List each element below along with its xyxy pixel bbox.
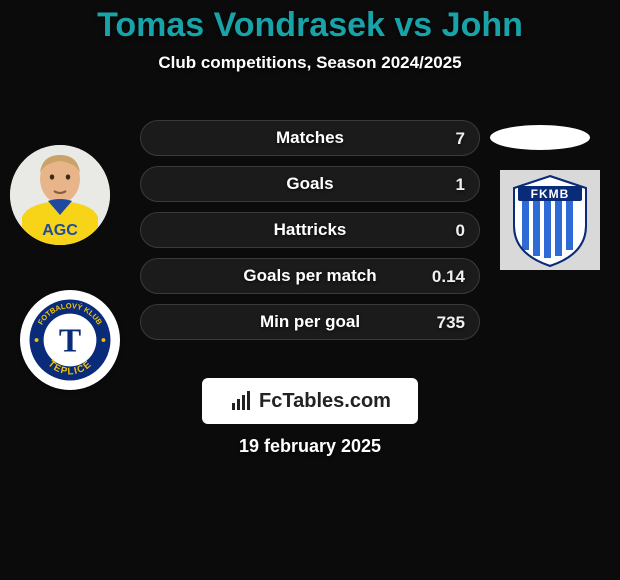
- club-left-svg: FOTBALOVÝ KLUB TEPLICE T: [26, 296, 114, 384]
- barchart-icon: [229, 389, 253, 413]
- bar-label: Min per goal: [260, 312, 360, 332]
- bar-label: Matches: [276, 128, 344, 148]
- player-left-illustration: AGC: [10, 145, 110, 245]
- eye-right: [66, 174, 70, 179]
- player-left-avatar: AGC: [10, 145, 110, 245]
- comparison-card: Tomas Vondrasek vs John Club competition…: [0, 0, 620, 580]
- bar-matches: Matches 7: [140, 120, 480, 156]
- bar-label: Goals: [286, 174, 333, 194]
- bar-value-right: 1: [456, 167, 465, 203]
- badge-dot-left: [35, 338, 39, 342]
- stats-bars: Matches 7 Goals 1 Hattricks 0 Goals per …: [140, 120, 480, 350]
- bar-min-per-goal: Min per goal 735: [140, 304, 480, 340]
- badge-letter: T: [59, 322, 81, 359]
- bar-value-right: 0.14: [432, 259, 465, 295]
- bar-value-right: 735: [437, 305, 465, 341]
- shield-text: FKMB: [531, 187, 570, 201]
- bar-hattricks: Hattricks 0: [140, 212, 480, 248]
- bar-value-right: 7: [456, 121, 465, 157]
- bar-label: Hattricks: [274, 220, 347, 240]
- bar-goals: Goals 1: [140, 166, 480, 202]
- player-right-avatar: [490, 125, 590, 150]
- watermark-text: FcTables.com: [259, 390, 391, 413]
- club-left-badge: FOTBALOVÝ KLUB TEPLICE T: [20, 290, 120, 390]
- eye-left: [50, 174, 54, 179]
- club-right-badge: FKMB: [500, 170, 600, 270]
- bar-value-right: 0: [456, 213, 465, 249]
- sponsor-text: AGC: [42, 222, 78, 239]
- footer-date: 19 february 2025: [0, 436, 620, 457]
- page-title: Tomas Vondrasek vs John: [0, 0, 620, 45]
- club-right-svg: FKMB: [500, 170, 600, 270]
- badge-dot-right: [102, 338, 106, 342]
- watermark: FcTables.com: [202, 378, 418, 424]
- bar-goals-per-match: Goals per match 0.14: [140, 258, 480, 294]
- bar-label: Goals per match: [243, 266, 376, 286]
- subtitle: Club competitions, Season 2024/2025: [0, 53, 620, 73]
